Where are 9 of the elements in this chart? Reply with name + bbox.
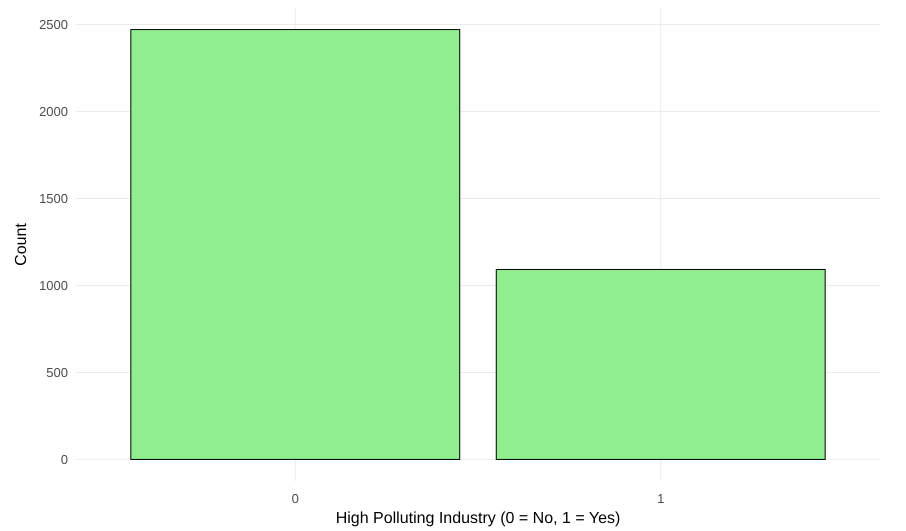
x-axis-title: High Polluting Industry (0 = No, 1 = Yes) bbox=[336, 510, 620, 527]
y-tick-label: 2500 bbox=[39, 17, 68, 32]
y-tick-label: 2000 bbox=[39, 104, 68, 120]
y-tick-label: 0 bbox=[60, 452, 68, 467]
y-tick-label: 1500 bbox=[39, 191, 68, 206]
y-tick-label: 500 bbox=[46, 365, 68, 380]
x-tick-label: 1 bbox=[657, 491, 664, 506]
y-tick-label: 1000 bbox=[39, 278, 68, 294]
y-axis-title: Count bbox=[13, 222, 30, 266]
